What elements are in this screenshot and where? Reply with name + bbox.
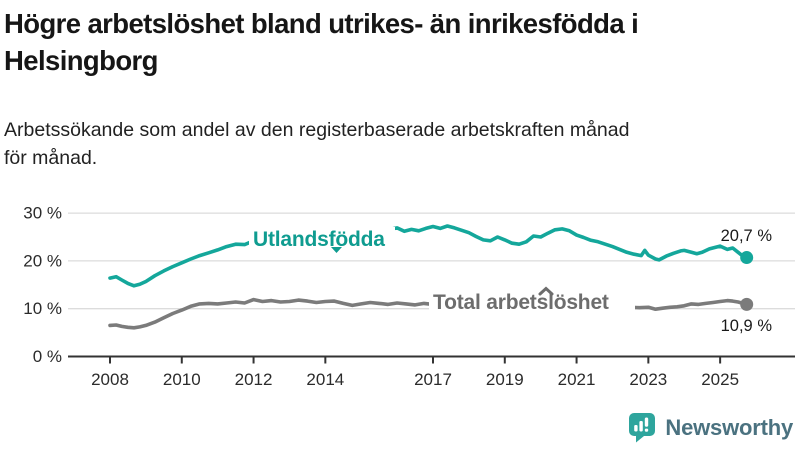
x-tick-label: 2017 <box>414 370 452 389</box>
label-pointer-up-icon <box>538 286 554 296</box>
x-tick-label: 2019 <box>486 370 524 389</box>
chart-subtitle-line2: för månad. <box>4 147 98 169</box>
x-tick-label: 2025 <box>701 370 739 389</box>
chart-title-line1: Högre arbetslöshet bland utrikes- än inr… <box>4 8 639 39</box>
chart-title-line2: Helsingborg <box>4 45 158 76</box>
series-end-value-label: 10,9 % <box>721 317 773 335</box>
chart-subtitle-line1: Arbetssökande som andel av den registerb… <box>4 119 630 141</box>
series-label-total-arbetsloshet: Total arbetslöshet <box>433 291 609 314</box>
series-label-plate <box>249 227 395 253</box>
y-tick-label: 10 % <box>23 299 62 318</box>
x-tick-label: 2014 <box>306 370 344 389</box>
chart-subtitle: Arbetssökande som andel av den registerb… <box>4 116 629 172</box>
series-end-dot <box>740 251 754 265</box>
series-end-dot <box>740 297 754 311</box>
series-line-total <box>108 297 749 330</box>
label-pointer-down-icon <box>331 247 342 253</box>
newsworthy-logo: Newsworthy <box>629 413 793 443</box>
x-tick-label: 2008 <box>91 370 129 389</box>
newsworthy-logo-icon <box>629 413 656 443</box>
y-tick-label: 0 % <box>33 347 62 366</box>
series-label-utlandsfodda: Utlandsfödda <box>253 228 385 251</box>
x-tick-label: 2012 <box>235 370 273 389</box>
series-line-utlandsfodda <box>108 224 749 288</box>
y-tick-label: 30 % <box>23 204 62 223</box>
newsworthy-wordmark: Newsworthy <box>665 415 793 440</box>
x-tick-label: 2023 <box>629 370 667 389</box>
x-tick-label: 2021 <box>558 370 596 389</box>
x-tick-label: 2010 <box>163 370 201 389</box>
y-tick-label: 20 % <box>23 251 62 270</box>
series-label-plate <box>429 292 635 315</box>
chart-title: Högre arbetslöshet bland utrikes- än inr… <box>4 5 639 79</box>
series-end-value-label: 20,7 % <box>721 227 773 245</box>
